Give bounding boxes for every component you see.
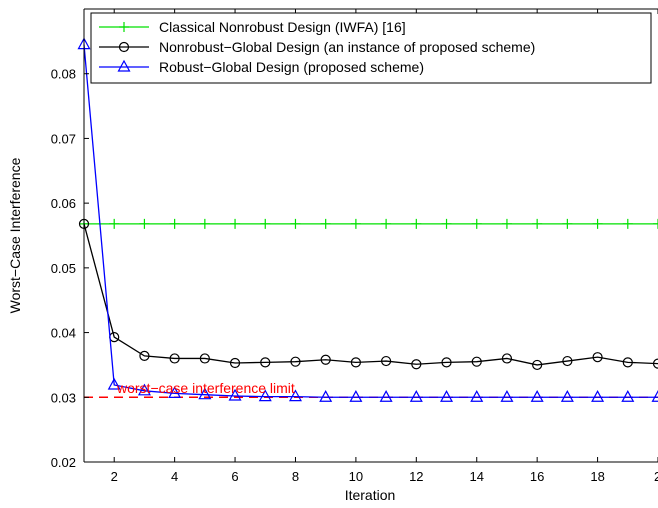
x-tick-label: 14 [470,469,484,484]
x-tick-label: 2 [654,469,658,484]
legend-label: Robust−Global Design (proposed scheme) [159,59,424,75]
data-point [199,353,210,364]
data-point [230,218,241,229]
legend-label: Nonrobust−Global Design (an instance of … [159,39,535,55]
x-tick-label: 18 [590,469,604,484]
x-tick-label: 2 [111,469,118,484]
x-tick-label: 6 [231,469,238,484]
legend-item: Nonrobust−Global Design (an instance of … [99,39,535,55]
legend-marker [117,59,131,72]
data-point [591,390,605,402]
data-point [381,355,392,367]
data-point [592,218,603,229]
data-point [290,356,301,367]
data-point [379,390,393,402]
y-tick-label: 0.05 [51,261,76,276]
data-point [532,218,543,229]
reference-line-label: worst−case interference limit [116,380,295,396]
y-axis-label: Worst−Case Interference [7,157,23,313]
data-point [560,390,574,402]
data-point [622,218,633,229]
data-point [381,218,392,229]
data-point [349,390,363,402]
plot-area [84,9,658,462]
data-point [471,218,482,229]
x-tick-label: 4 [171,469,178,484]
data-point [471,356,482,367]
data-point [501,218,512,229]
y-tick-label: 0.07 [51,131,76,146]
data-point [107,377,121,390]
data-point [622,357,633,368]
legend: Classical Nonrobust Design (IWFA) [16] No… [90,12,652,84]
series-line [83,44,658,398]
data-point [199,218,210,229]
data-point [532,359,543,371]
data-point [440,390,454,402]
legend-marker [119,22,129,32]
data-point [653,218,658,229]
data-point [562,218,573,229]
data-point [168,386,182,399]
data-point [562,355,573,367]
series-robust-global-design-proposed-scheme [77,37,658,402]
data-point [652,358,658,369]
data-point [320,218,331,229]
y-tick-label: 0.08 [51,67,76,82]
y-tick-label: 0.02 [51,455,76,470]
data-point [592,352,603,363]
data-point [350,357,361,368]
data-point [621,390,635,402]
data-point [441,357,452,368]
x-tick-label: 8 [292,469,299,484]
data-point [139,350,150,361]
data-point [198,387,212,400]
data-point [441,218,452,229]
data-point [470,390,484,402]
x-tick-label: 12 [409,469,423,484]
data-point [319,390,333,402]
data-point [530,390,544,402]
y-tick-label: 0.06 [51,196,76,211]
x-tick-label: 10 [349,469,363,484]
data-point [228,388,242,401]
data-point [169,353,180,364]
data-point [260,357,271,368]
data-point [137,383,151,396]
data-point [290,218,301,229]
x-tick-label: 16 [530,469,544,484]
data-point [288,389,302,402]
data-point [409,390,423,402]
data-point [500,390,514,402]
legend-label: Classical Nonrobust Design (IWFA) [16] [159,19,406,35]
legend-marker [118,41,130,53]
data-point [229,357,241,369]
data-point [260,218,271,229]
y-tick-label: 0.04 [51,326,76,341]
data-point [258,389,272,402]
data-point [350,218,361,229]
y-tick-label: 0.03 [51,390,76,405]
data-point [411,359,422,370]
data-point [651,390,658,402]
data-point [501,353,513,364]
data-point [109,218,120,229]
data-point [411,218,422,229]
legend-item: Robust−Global Design (proposed scheme) [99,59,424,75]
data-point [169,218,180,229]
data-point [320,354,331,365]
data-point [139,218,150,229]
legend-item: Classical Nonrobust Design (IWFA) [16] [99,19,406,35]
legend-box [90,12,652,84]
x-axis-label: Iteration [345,487,396,503]
